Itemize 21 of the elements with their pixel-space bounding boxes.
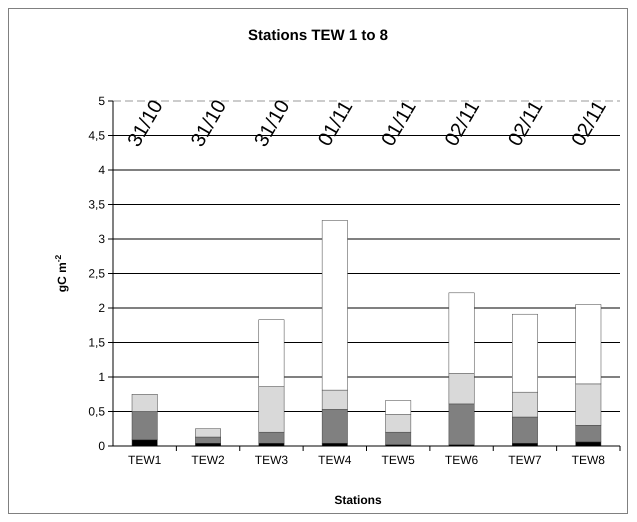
y-tick-label: 4,5 (88, 128, 106, 143)
y-tick-label: 1 (98, 370, 106, 384)
y-tick-label: 3,5 (88, 198, 106, 212)
y-tick-label: 0,5 (88, 404, 106, 419)
x-tick-label: TEW1 (128, 453, 162, 467)
x-tick-label: TEW4 (318, 453, 352, 467)
y-tick-label: 4 (98, 163, 106, 178)
x-tick-label: TEW3 (254, 453, 288, 467)
x-axis-title: Stations (334, 493, 382, 507)
x-tick-label: TEW7 (508, 453, 542, 467)
x-tick-label: TEW5 (382, 453, 416, 467)
x-tick-label: TEW8 (572, 453, 606, 467)
y-tick-label: 2 (98, 301, 106, 316)
x-tick-label: TEW6 (444, 453, 479, 467)
y-tick-label: 3 (98, 232, 106, 246)
y-tick-label: 1,5 (88, 336, 106, 350)
y-tick-label: 2,5 (88, 266, 106, 281)
y-tick-label: 0 (98, 439, 106, 454)
y-tick-label: 5 (98, 94, 106, 108)
x-tick-label: TEW2 (191, 453, 226, 467)
chart-title: Stations TEW 1 to 8 (248, 27, 388, 44)
